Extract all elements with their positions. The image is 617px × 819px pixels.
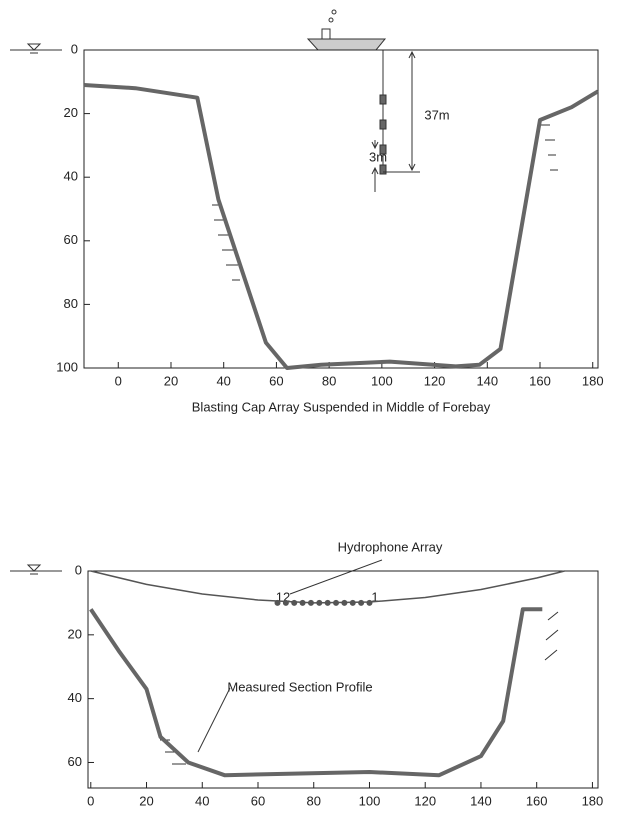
y-tick-label: 40 [64, 169, 78, 184]
x-tick-label: 180 [582, 793, 604, 808]
annotation: Measured Section Profile [227, 679, 372, 694]
hydrophone [366, 599, 373, 606]
annotation: 3m [369, 149, 387, 164]
annotation: 1 [371, 589, 378, 604]
hydrophone [349, 599, 356, 606]
hydrophone [282, 599, 289, 606]
hydrophone [291, 599, 298, 606]
annotation-arrow [197, 687, 231, 753]
hydrophone [307, 599, 314, 606]
hydrophone [299, 599, 306, 606]
annotation: Hydrophone Array [338, 539, 443, 554]
plot-frame [87, 570, 599, 789]
annotation: 37m [424, 107, 449, 122]
x-tick-label: 160 [529, 373, 551, 388]
hydrophone [324, 599, 331, 606]
hydrophone [333, 599, 340, 606]
y-tick-label: 20 [64, 105, 78, 120]
x-axis-title: Blasting Cap Array Suspended in Middle o… [192, 399, 491, 414]
bank-hatching [160, 124, 559, 765]
profile-line [89, 607, 543, 778]
x-tick-label: 60 [269, 373, 283, 388]
y-tick-label: 0 [71, 41, 78, 56]
x-tick-label: 140 [470, 793, 492, 808]
y-tick-label: 100 [56, 359, 78, 374]
x-tick-label: 80 [322, 373, 336, 388]
y-tick-label: 60 [64, 232, 78, 247]
hydrophone [358, 599, 365, 606]
y-tick-label: 60 [68, 754, 82, 769]
plot-frame [83, 49, 599, 369]
hydrophone [274, 599, 281, 606]
x-tick-label: 0 [115, 373, 122, 388]
x-tick-label: 0 [87, 793, 94, 808]
boat-and-charges [306, 9, 420, 192]
hydrophone [316, 599, 323, 606]
profile-line [90, 570, 565, 604]
x-tick-label: 20 [139, 793, 153, 808]
x-tick-label: 80 [307, 793, 321, 808]
hydrophone [341, 599, 348, 606]
x-tick-label: 120 [424, 373, 446, 388]
annotation-arrow [289, 559, 383, 595]
water-symbol [10, 43, 62, 575]
x-tick-label: 100 [371, 373, 393, 388]
y-tick-label: 20 [68, 626, 82, 641]
x-tick-label: 40 [195, 793, 209, 808]
y-tick-label: 0 [75, 562, 82, 577]
y-tick-label: 40 [68, 690, 82, 705]
profile-line [83, 83, 600, 370]
x-tick-label: 40 [216, 373, 230, 388]
x-tick-label: 180 [582, 373, 604, 388]
x-tick-label: 160 [526, 793, 548, 808]
x-tick-label: 20 [164, 373, 178, 388]
y-tick-label: 80 [64, 296, 78, 311]
x-tick-label: 120 [414, 793, 436, 808]
x-tick-label: 100 [359, 793, 381, 808]
x-tick-label: 140 [476, 373, 498, 388]
x-tick-label: 60 [251, 793, 265, 808]
